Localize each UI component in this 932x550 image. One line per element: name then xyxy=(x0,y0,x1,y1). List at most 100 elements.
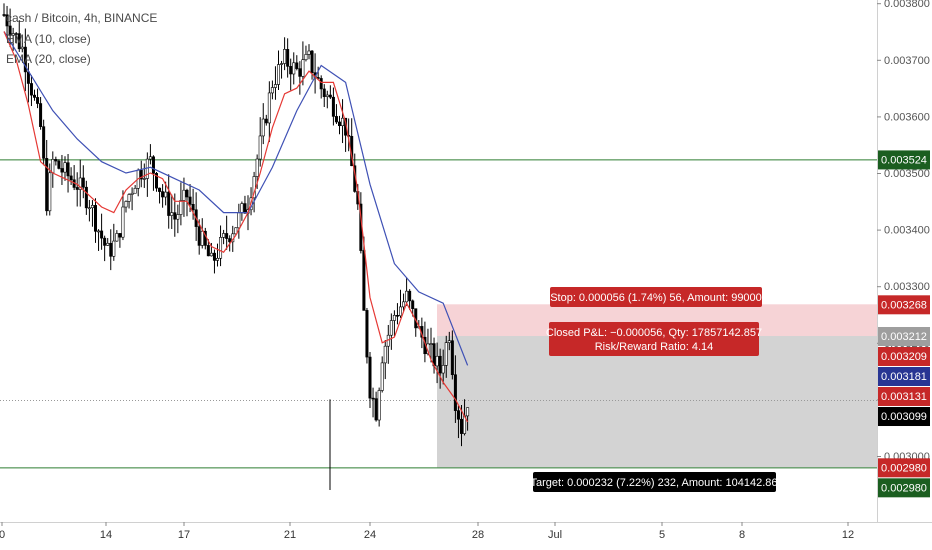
candle-body xyxy=(206,245,210,257)
candle-body xyxy=(411,300,415,309)
candle-body xyxy=(42,126,46,159)
candle-body xyxy=(222,233,226,238)
candle-body xyxy=(78,177,82,190)
candle-body xyxy=(124,201,128,208)
candle-body xyxy=(106,242,110,246)
candle-body xyxy=(237,212,241,229)
date-tick-label: 28 xyxy=(472,529,484,541)
candle-body xyxy=(298,68,302,77)
date-tick-label: 24 xyxy=(364,529,376,541)
price-label-box xyxy=(878,295,930,315)
candle-body xyxy=(450,340,454,376)
stop-label-box xyxy=(550,287,762,307)
candle-body xyxy=(23,46,27,73)
candle-body xyxy=(444,342,448,366)
candle-body xyxy=(392,314,396,321)
candle-body xyxy=(325,94,329,97)
candle-body xyxy=(389,320,393,336)
candle-body xyxy=(179,200,183,215)
candle-body xyxy=(405,290,409,303)
candle-body xyxy=(283,49,287,64)
date-tick-label: 8 xyxy=(739,529,745,541)
price-tick-label: 0.003400 xyxy=(884,225,930,237)
candle-body xyxy=(362,250,366,311)
candle-body xyxy=(441,365,445,374)
price-label-box xyxy=(878,367,930,387)
date-tick-label: 17 xyxy=(178,529,190,541)
candle-body xyxy=(398,306,402,317)
candle-body xyxy=(45,158,49,212)
candle-body xyxy=(112,240,116,257)
legend-symbol[interactable]: cash / Bitcoin, 4h, BINANCE xyxy=(6,11,157,25)
pnl-label[interactable]: Closed P&L: −0.000056, Qty: 17857142.857… xyxy=(546,322,762,356)
candle-body xyxy=(209,252,213,257)
candle-body xyxy=(11,33,15,36)
candle-body xyxy=(127,194,131,202)
candle-body xyxy=(234,227,238,235)
candle-body xyxy=(94,205,98,232)
stop-label-text: Stop: 0.000056 (1.74%) 56, Amount: 99000 xyxy=(550,292,762,304)
date-tick-label: Jul xyxy=(548,529,562,541)
price-label-text: 0.003181 xyxy=(881,371,927,383)
legend-ema10[interactable]: EMA (10, close) xyxy=(6,32,91,46)
target-zone[interactable] xyxy=(437,336,877,468)
candle-body xyxy=(20,46,24,50)
candles-group xyxy=(2,3,470,490)
candle-body xyxy=(322,88,326,97)
target-label[interactable]: Target: 0.000232 (7.22%) 232, Amount: 10… xyxy=(530,472,778,492)
candle-body xyxy=(228,238,232,243)
candle-body xyxy=(158,187,162,192)
candle-body xyxy=(161,191,165,198)
candle-body xyxy=(243,203,247,214)
candle-body xyxy=(164,191,168,198)
candle-body xyxy=(197,226,201,246)
candle-body xyxy=(39,103,43,127)
candle-body xyxy=(429,343,433,345)
candle-body xyxy=(334,116,338,123)
candle-body xyxy=(115,233,119,242)
candle-body xyxy=(97,230,101,233)
candle-body xyxy=(109,242,113,257)
legend-ema20[interactable]: EMA (20, close) xyxy=(6,52,91,66)
price-label-box xyxy=(878,407,930,427)
date-tick-label: 21 xyxy=(284,529,296,541)
candle-body xyxy=(17,33,21,50)
candle-body xyxy=(368,356,372,399)
price-label-text: 0.003099 xyxy=(881,411,927,423)
candle-body xyxy=(75,187,79,190)
candle-body xyxy=(408,290,412,302)
candle-body xyxy=(118,233,122,238)
time-axis[interactable]: 0 14 17 21 24 28 Jul 5 8 12 xyxy=(0,522,932,541)
candle-body xyxy=(310,50,314,73)
price-tick-label: 0.003500 xyxy=(884,168,930,180)
candle-body xyxy=(240,203,244,214)
candle-body xyxy=(139,169,143,180)
candle-body xyxy=(304,54,308,61)
candle-body xyxy=(328,94,332,98)
candle-body xyxy=(466,407,470,417)
candle-body xyxy=(81,177,85,188)
price-axis[interactable]: 0.0030000.0031000.0032000.0033000.003400… xyxy=(877,0,930,522)
price-label-text: 0.003209 xyxy=(881,351,927,363)
price-label-text: 0.002980 xyxy=(881,462,927,474)
candle-body xyxy=(87,207,91,210)
candle-body xyxy=(14,33,18,35)
candle-body xyxy=(261,118,265,137)
candle-body xyxy=(319,78,323,90)
candle-body xyxy=(438,355,442,374)
candle-body xyxy=(270,87,274,94)
stop-label[interactable]: Stop: 0.000056 (1.74%) 56, Amount: 99000 xyxy=(550,287,762,307)
candle-body xyxy=(69,175,73,181)
candle-body xyxy=(255,158,259,177)
candle-body xyxy=(5,14,9,27)
price-tick-label: 0.003600 xyxy=(884,111,930,123)
candle-body xyxy=(453,374,457,411)
candle-body xyxy=(267,92,271,124)
price-tick-label: 0.003800 xyxy=(884,0,930,10)
candle-body xyxy=(456,410,460,420)
price-tick-label: 0.003300 xyxy=(884,281,930,293)
candle-body xyxy=(182,189,186,201)
candle-body xyxy=(2,14,6,16)
candle-body xyxy=(36,97,40,104)
